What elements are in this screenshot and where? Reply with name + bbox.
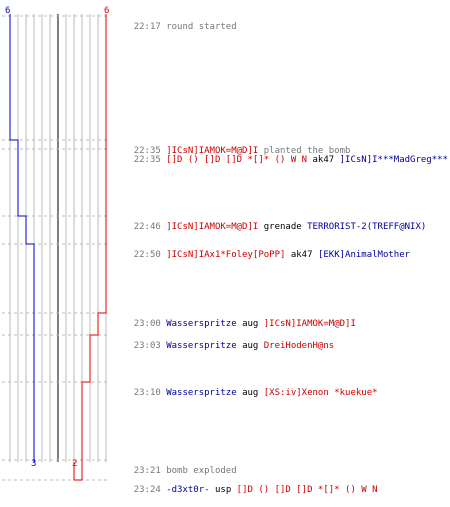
event-killer: ]ICsN]IAx1*Foley[PoPP] xyxy=(166,250,286,260)
event-victim: ]ICsN]I***MadGreg*** xyxy=(339,155,448,165)
event-victim: [XS:iv]Xenon *kuekue* xyxy=(263,388,378,398)
event-weapon: usp xyxy=(209,485,237,495)
event-killer: []D () []D []D *[]* () W N xyxy=(166,155,308,165)
player-grid xyxy=(9,14,107,462)
event-dash-lines xyxy=(2,15,110,481)
event-time: 23:24 xyxy=(133,485,161,495)
red-team-alive-line xyxy=(73,14,107,481)
event-row: 23:03 Wasserspritze aug DreiHodenH@ns xyxy=(112,330,335,363)
event-text: planted the bomb xyxy=(258,146,351,156)
event-time: 23:10 xyxy=(133,388,161,398)
event-row: 22:35 ]ICsN]IAMOK=M@D]I planted the bomb xyxy=(112,135,351,168)
event-victim: TERRORIST-2(TREFF@NIX) xyxy=(307,222,427,232)
event-player: ]ICsN]IAMOK=M@D]I xyxy=(166,146,259,156)
blue-start-count: 6 xyxy=(5,6,11,16)
event-victim: ]ICsN]IAMOK=M@D]I xyxy=(263,319,356,329)
event-row: 23:21 bomb exploded xyxy=(112,455,237,488)
event-row: 22:50 ]ICsN]IAx1*Foley[PoPP] ak47 [EKK]A… xyxy=(112,239,410,272)
blue-end-count: 3 xyxy=(31,459,37,469)
event-row: 22:35 []D () []D []D *[]* () W N ak47 ]I… xyxy=(112,144,448,177)
event-row: 22:46 ]ICsN]IAMOK=M@D]I grenade TERRORIS… xyxy=(112,211,427,244)
event-time: 22:50 xyxy=(133,250,161,260)
event-time: 23:21 xyxy=(133,466,161,476)
event-weapon: grenade xyxy=(258,222,308,232)
event-time: 23:03 xyxy=(133,341,161,351)
event-weapon: aug xyxy=(236,319,264,329)
event-killer: Wasserspritze xyxy=(166,388,237,398)
event-row: 22:17 round started xyxy=(112,11,237,44)
event-victim: []D () []D []D *[]* () W N xyxy=(236,485,378,495)
red-start-count: 6 xyxy=(104,6,110,16)
event-killer: ]ICsN]IAMOK=M@D]I xyxy=(166,222,259,232)
event-row: 23:10 Wasserspritze aug [XS:iv]Xenon *ku… xyxy=(112,377,378,410)
event-weapon: ak47 xyxy=(307,155,340,165)
event-time: 22:46 xyxy=(133,222,161,232)
event-killer: -d3xt0r- xyxy=(166,485,210,495)
event-victim: [EKK]AnimalMother xyxy=(317,250,411,260)
event-row: 23:24 -d3xt0r- usp []D () []D []D *[]* (… xyxy=(112,474,378,507)
event-text: round started xyxy=(166,22,237,32)
event-text: bomb exploded xyxy=(166,466,237,476)
event-weapon: aug xyxy=(236,388,264,398)
event-victim: DreiHodenH@ns xyxy=(263,341,335,351)
event-weapon: ak47 xyxy=(285,250,318,260)
event-time: 22:35 xyxy=(133,146,161,156)
event-row: 23:00 Wasserspritze aug ]ICsN]IAMOK=M@D]… xyxy=(112,308,356,341)
event-killer: Wasserspritze xyxy=(166,319,237,329)
blue-team-alive-line xyxy=(9,14,35,462)
event-weapon: aug xyxy=(236,341,264,351)
event-killer: Wasserspritze xyxy=(166,341,237,351)
event-time: 23:00 xyxy=(133,319,161,329)
red-end-count: 2 xyxy=(72,459,78,469)
event-time: 22:17 xyxy=(133,22,161,32)
event-time: 22:35 xyxy=(133,155,161,165)
